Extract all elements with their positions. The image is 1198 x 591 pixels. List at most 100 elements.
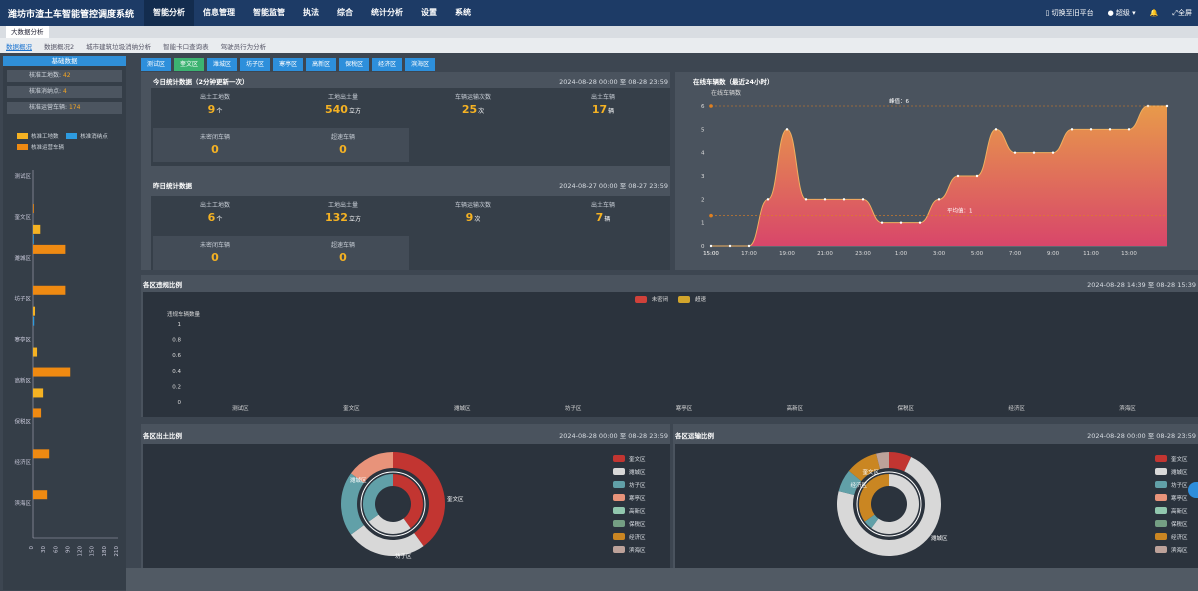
center-hole bbox=[376, 487, 410, 521]
x-tick-label: 30 bbox=[41, 546, 47, 553]
bar bbox=[33, 347, 38, 357]
bar bbox=[33, 224, 41, 234]
district-tab[interactable]: 寒亭区 bbox=[273, 58, 304, 71]
nav-item-smart-supervision[interactable]: 智能监管 bbox=[253, 8, 286, 17]
legend-item[interactable]: 奎文区 bbox=[1155, 452, 1188, 465]
district-tab[interactable]: 坊子区 bbox=[240, 58, 271, 71]
legend-item[interactable]: 寒亭区 bbox=[613, 491, 646, 504]
category-label: 保税区 bbox=[14, 417, 31, 425]
bell-icon: 🔔 bbox=[1149, 9, 1159, 17]
x-tick-label: 高新区 bbox=[787, 404, 804, 412]
legend-item[interactable]: 寒亭区 bbox=[1155, 491, 1188, 504]
legend-item[interactable]: 滨海区 bbox=[613, 543, 646, 556]
category-label: 滨海区 bbox=[14, 499, 31, 507]
sidebar-header: 基础数据 bbox=[3, 56, 126, 66]
x-tick-label: 7:00 bbox=[1009, 251, 1022, 257]
nav-item-settings[interactable]: 设置 bbox=[421, 8, 438, 17]
data-point bbox=[899, 221, 903, 224]
subnav-data-overview-2[interactable]: 数据概况2 bbox=[44, 42, 75, 51]
nav-item-comprehensive[interactable]: 综合 bbox=[337, 8, 354, 17]
x-tick-label: 坊子区 bbox=[565, 404, 582, 412]
legend-item[interactable]: 奎文区 bbox=[613, 452, 646, 465]
daily-stats-panel: 今日统计数据（2分钟更新一次） 2024-08-28 00:00 至 08-28… bbox=[141, 72, 670, 270]
x-tick-label: 90 bbox=[65, 546, 71, 553]
legend-item[interactable]: 超速 bbox=[678, 295, 706, 303]
legend-item[interactable]: 核准工地数 bbox=[17, 132, 59, 140]
category-label: 潍城区 bbox=[14, 254, 31, 262]
today-stats-box: 出土工地数 9个 工地出土量 540立方 车辆运输次数 25次 出土车辆 17辆 未密闭车辆 0 超… bbox=[151, 88, 670, 166]
nav-item-system[interactable]: 系统 bbox=[455, 8, 472, 17]
soil-ratio-title: 各区出土比例 bbox=[143, 432, 182, 440]
subnav-data-overview[interactable]: 数据概况 bbox=[6, 42, 32, 51]
district-tab[interactable]: 高新区 bbox=[306, 58, 337, 71]
district-tab[interactable]: 奎文区 bbox=[174, 58, 205, 71]
nav-item-enforcement[interactable]: 执法 bbox=[303, 8, 320, 17]
side-float-button[interactable] bbox=[1188, 482, 1198, 498]
pie-slice bbox=[871, 474, 919, 534]
legend-item[interactable]: 核准消纳点 bbox=[66, 132, 108, 140]
notification-bell[interactable]: 🔔 bbox=[1150, 9, 1159, 17]
pie-slice bbox=[350, 525, 424, 556]
fullscreen-button[interactable]: ⤢全屏 bbox=[1172, 9, 1192, 17]
district-tab[interactable]: 滨海区 bbox=[405, 58, 436, 71]
y-tick-label: 1 bbox=[178, 322, 182, 328]
legend-item[interactable]: 潍城区 bbox=[1155, 465, 1188, 478]
legend-item[interactable]: 坊子区 bbox=[1155, 478, 1188, 491]
slice-label: 潍城区 bbox=[931, 534, 948, 542]
bar bbox=[33, 316, 35, 326]
district-tab[interactable]: 测试区 bbox=[141, 58, 172, 71]
subnav-waste-analysis[interactable]: 城市建筑垃圾消纳分析 bbox=[86, 42, 152, 51]
nav-item-smart-analysis[interactable]: 智能分析 bbox=[144, 0, 195, 26]
legend-item[interactable]: 保税区 bbox=[613, 517, 646, 530]
legend-item[interactable]: 滨海区 bbox=[1155, 543, 1188, 556]
transport-ratio-panel: 各区运输比例 2024-08-28 00:00 至 08-28 23:59 奎文… bbox=[673, 424, 1198, 570]
legend-item[interactable]: 高新区 bbox=[1155, 504, 1188, 517]
sidebar-legend: 核准工地数 核准消纳点 核准运营车辆 bbox=[17, 132, 127, 154]
bar bbox=[33, 490, 48, 500]
district-tab[interactable]: 潍城区 bbox=[207, 58, 238, 71]
y-tick-label: 3 bbox=[701, 174, 705, 180]
stat-item: 超速车辆 0 bbox=[330, 134, 355, 156]
pie-slice bbox=[368, 514, 411, 534]
legend-item[interactable]: 高新区 bbox=[613, 504, 646, 517]
stat-item: 工地出土量 540立方 bbox=[325, 94, 361, 116]
subnav-driver-behavior[interactable]: 驾驶员行为分析 bbox=[220, 42, 267, 51]
data-point bbox=[842, 198, 846, 201]
peak-label: 峰值：6 bbox=[889, 97, 910, 105]
switch-platform-link[interactable]: ▯ 切换至旧平台 bbox=[1045, 9, 1094, 17]
data-point bbox=[766, 198, 770, 201]
x-tick-label: 15:00 bbox=[703, 251, 719, 257]
user-menu[interactable]: ● 超级 ▾ bbox=[1107, 9, 1136, 17]
data-point bbox=[937, 198, 941, 201]
stat-item: 未密闭车辆 0 bbox=[199, 134, 230, 156]
data-point bbox=[880, 221, 884, 224]
legend-item[interactable]: 潍城区 bbox=[613, 465, 646, 478]
district-tab[interactable]: 保税区 bbox=[339, 58, 370, 71]
subnav-checkpoint-query[interactable]: 智能卡口查询表 bbox=[163, 42, 209, 51]
stat-item: 车辆运输次数 9次 bbox=[454, 202, 491, 224]
data-point bbox=[861, 198, 865, 201]
district-tab[interactable]: 经济区 bbox=[372, 58, 403, 71]
pie-slice bbox=[341, 473, 364, 535]
tab-big-data-analysis[interactable]: 大数据分析 bbox=[6, 26, 49, 38]
data-point bbox=[1165, 104, 1169, 108]
peak-marker bbox=[709, 104, 713, 108]
violation-panel: 各区违规比例 2024-08-28 14:39 至 08-28 15:39 未密… bbox=[141, 275, 1198, 417]
soil-pie-legend: 奎文区 潍城区 坊子区 寒亭区 高新区 保税区 经济区 滨海区 bbox=[613, 452, 646, 556]
y-tick-label: 1 bbox=[701, 221, 705, 227]
legend-item[interactable]: 未密闭 bbox=[635, 295, 668, 303]
y-tick-label: 0 bbox=[701, 244, 705, 250]
y-tick-label: 0.2 bbox=[172, 384, 181, 390]
page-tab-bar: 大数据分析 bbox=[0, 26, 1198, 38]
legend-item[interactable]: 核准运营车辆 bbox=[17, 143, 64, 151]
transport-chart-area: 奎文区 经济区 潍城区 奎文区 潍城区 坊子区 寒亭区 高新区 保税区 经济区 滨海区 bbox=[675, 444, 1198, 570]
nav-item-statistics[interactable]: 统计分析 bbox=[371, 8, 404, 17]
data-point bbox=[918, 221, 922, 224]
nav-item-info-management[interactable]: 信息管理 bbox=[203, 8, 236, 17]
legend-item[interactable]: 经济区 bbox=[613, 530, 646, 543]
legend-item[interactable]: 坊子区 bbox=[613, 478, 646, 491]
legend-item[interactable]: 保税区 bbox=[1155, 517, 1188, 530]
legend-item[interactable]: 经济区 bbox=[1155, 530, 1188, 543]
online-vehicles-title: 在线车辆数（最近24小时） bbox=[693, 78, 774, 86]
yesterday-stats-box: 出土工地数 6个 工地出土量 132立方 车辆运输次数 9次 出土车辆 7辆 未密闭车辆 0 超速车… bbox=[151, 196, 670, 270]
